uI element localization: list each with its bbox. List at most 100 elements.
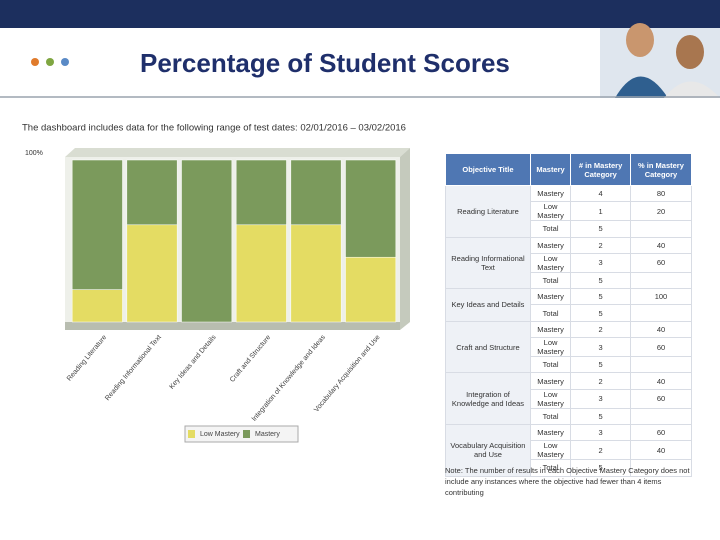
table-cell: 5	[570, 271, 631, 290]
header-cell: Mastery	[529, 153, 572, 186]
table-note: Note: The number of results in each Obje…	[445, 466, 690, 497]
table-cell	[629, 356, 693, 374]
legend	[184, 425, 299, 443]
table-cell: Mastery	[529, 372, 572, 390]
table-row: Low Mastery 3 60	[446, 337, 693, 358]
table-row: Total 5	[446, 304, 693, 322]
table-cell: Mastery	[529, 320, 572, 339]
bar-segment	[345, 159, 397, 258]
bar-segment	[181, 159, 233, 323]
chart-subtitle: The dashboard includes data for the foll…	[22, 123, 406, 134]
table-row: Low Mastery 2 40	[446, 440, 693, 461]
table-row: Low Mastery 1 20	[446, 201, 693, 222]
bar-segment	[290, 159, 342, 226]
top-bar	[0, 0, 720, 28]
table: Objective Title Mastery # in Mastery Categ…	[445, 153, 693, 477]
table-cell: 2	[570, 236, 631, 254]
table-cell: 5	[570, 459, 631, 477]
table-cell: 100	[629, 288, 693, 306]
legend-swatch	[188, 430, 195, 438]
dot	[61, 58, 69, 66]
bar-segment	[71, 289, 123, 323]
table-cell	[629, 407, 693, 425]
objective-title: Reading Informational Text	[445, 236, 531, 290]
table-cell	[629, 459, 693, 477]
table-cell: 5	[570, 304, 631, 322]
bar-segment	[345, 256, 397, 323]
header-cell: # in Mastery Category	[570, 153, 631, 186]
table-cell: Mastery	[529, 288, 572, 306]
table-cell: 5	[570, 356, 631, 374]
table-cell: Low Mastery	[529, 201, 572, 222]
table-cell: 4	[570, 184, 631, 203]
table-row: Reading Literature Mastery 4 80	[445, 184, 693, 238]
photo	[600, 23, 720, 98]
y-tick-label: 100%	[25, 150, 43, 157]
table-cell: Low Mastery	[529, 337, 572, 358]
table-cell: 3	[570, 337, 631, 358]
table-cell: Total	[529, 220, 572, 238]
table-cell: 60	[629, 337, 693, 358]
table-cell: 60	[629, 252, 693, 273]
table-cell: Total	[529, 271, 572, 290]
bar-segment	[235, 159, 287, 226]
x-tick-label: Vocabulary Acquisition and Use	[313, 334, 381, 414]
dot	[46, 58, 54, 66]
table-row: Low Mastery 3 60	[446, 252, 693, 273]
table-cell: 2	[570, 320, 631, 339]
table-cell	[629, 304, 693, 322]
table-cell: 60	[629, 423, 693, 442]
dot	[31, 58, 39, 66]
x-tick-label: Key Ideas and Details	[168, 334, 217, 391]
chart-floor	[65, 322, 400, 330]
table-cell: 80	[629, 184, 693, 203]
slide-title: Percentage of Student Scores	[140, 48, 510, 78]
table-cell: Total	[529, 356, 572, 374]
bar-segment	[126, 159, 178, 226]
table-cell: 3	[570, 388, 631, 409]
bar-segment	[235, 224, 287, 323]
table-cell: Mastery	[529, 423, 572, 442]
table-cell: Low Mastery	[529, 440, 572, 461]
objective-title: Vocabulary Acquisition and Use	[445, 423, 531, 477]
objective-title: Reading Literature	[445, 185, 531, 238]
table-cell: 5	[570, 220, 631, 238]
table-row: Total 5	[446, 407, 693, 425]
table-cell: 5	[570, 288, 631, 306]
table-cell: Total	[529, 459, 572, 477]
header-cell: % in Mastery Category	[629, 153, 693, 186]
legend-label: Mastery	[255, 431, 280, 438]
table-row: Total 5	[446, 356, 693, 374]
table-row: Reading Informational Text Mastery 2 40	[445, 236, 693, 290]
table-cell: Total	[529, 304, 572, 322]
table-cell: 2	[570, 372, 631, 390]
chart-side	[400, 148, 410, 330]
table-row: Total 5	[446, 459, 693, 477]
table-cell: Total	[529, 407, 572, 425]
bar-segment	[126, 224, 178, 323]
bar-segment	[290, 224, 342, 323]
table-cell: 40	[629, 440, 693, 461]
x-tick-label: Reading Literature	[66, 334, 108, 383]
table-cell: Mastery	[529, 236, 572, 254]
objective-title: Integration of Knowledge and Ideas	[445, 372, 531, 425]
x-tick-label: Craft and Structure	[229, 334, 272, 384]
table-cell: 40	[629, 372, 693, 390]
legend-swatch	[243, 430, 250, 438]
table-cell: 3	[570, 252, 631, 273]
table-cell: 20	[629, 201, 693, 222]
objective-title: Key Ideas and Details	[445, 288, 531, 322]
header-row: Objective Title Mastery # in Mastery Categ…	[445, 153, 693, 186]
table-row: Low Mastery 3 60	[446, 388, 693, 409]
table-row: Craft and Structure Mastery 2 40	[445, 320, 693, 374]
objective-title: Craft and Structure	[445, 320, 531, 374]
table-cell: 40	[629, 320, 693, 339]
table-cell: Low Mastery	[529, 388, 572, 409]
table-cell	[629, 271, 693, 290]
table-row: Vocabulary Acquisition and Use Mastery 3 60	[445, 423, 693, 477]
table-cell: 1	[570, 201, 631, 222]
table-cell: 60	[629, 388, 693, 409]
table-cell	[629, 220, 693, 238]
